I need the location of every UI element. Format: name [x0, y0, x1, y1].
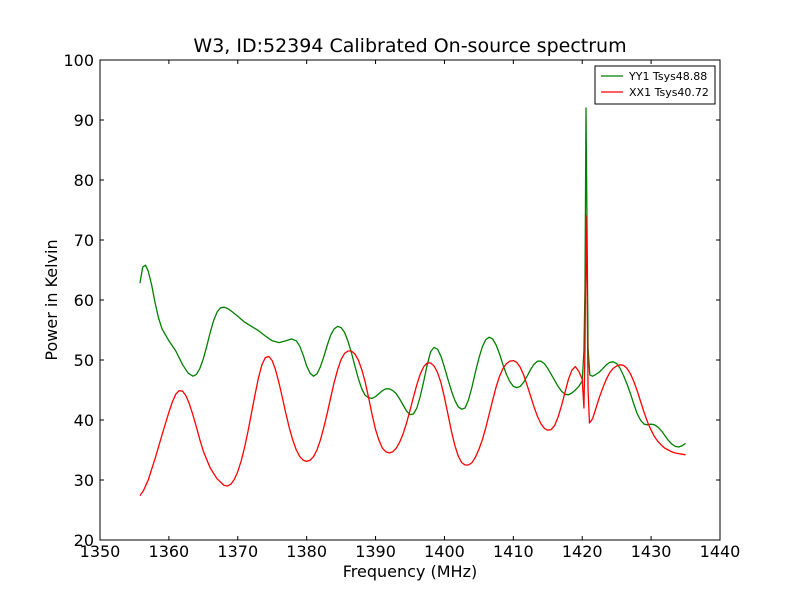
x-tick-label: 1370	[217, 542, 258, 561]
x-tick-label: 1390	[355, 542, 396, 561]
tick-layer: 1350 1360 1370 1380 1390 1400 1410 1420 1430 1440…	[63, 51, 740, 561]
y-tick-label: 20	[74, 531, 94, 550]
x-tick-label: 1350	[80, 542, 121, 561]
legend: YY1 Tsys48.88 XX1 Tsys40.72	[594, 65, 716, 105]
x-tick-label: 1440	[700, 542, 741, 561]
y-axis-title: Power in Kelvin	[42, 239, 61, 360]
x-tick-label: 1360	[149, 542, 190, 561]
y-tick-label: 70	[74, 231, 94, 250]
y-tick-label: 100	[63, 51, 94, 70]
y-tick-label: 90	[74, 111, 94, 130]
series-line-1	[139, 215, 686, 496]
y-tick-label: 40	[74, 411, 94, 430]
x-tick-label: 1430	[631, 542, 672, 561]
legend-label: YY1 Tsys48.88	[628, 70, 707, 83]
y-tick-label: 50	[74, 351, 94, 370]
x-tick-label: 1380	[286, 542, 327, 561]
y-tick-label: 30	[74, 471, 94, 490]
x-tick-label: 1420	[562, 542, 603, 561]
legend-box	[594, 65, 716, 105]
y-tick-label: 80	[74, 171, 94, 190]
y-tick-label: 60	[74, 291, 94, 310]
series-layer	[139, 107, 686, 496]
x-axis-title: Frequency (MHz)	[343, 562, 477, 581]
series-line-0	[139, 107, 686, 448]
chart-title: W3, ID:52394 Calibrated On-source spectr…	[193, 35, 626, 57]
x-tick-label: 1410	[493, 542, 534, 561]
x-tick-label: 1400	[424, 542, 465, 561]
legend-label: XX1 Tsys40.72	[629, 86, 709, 99]
